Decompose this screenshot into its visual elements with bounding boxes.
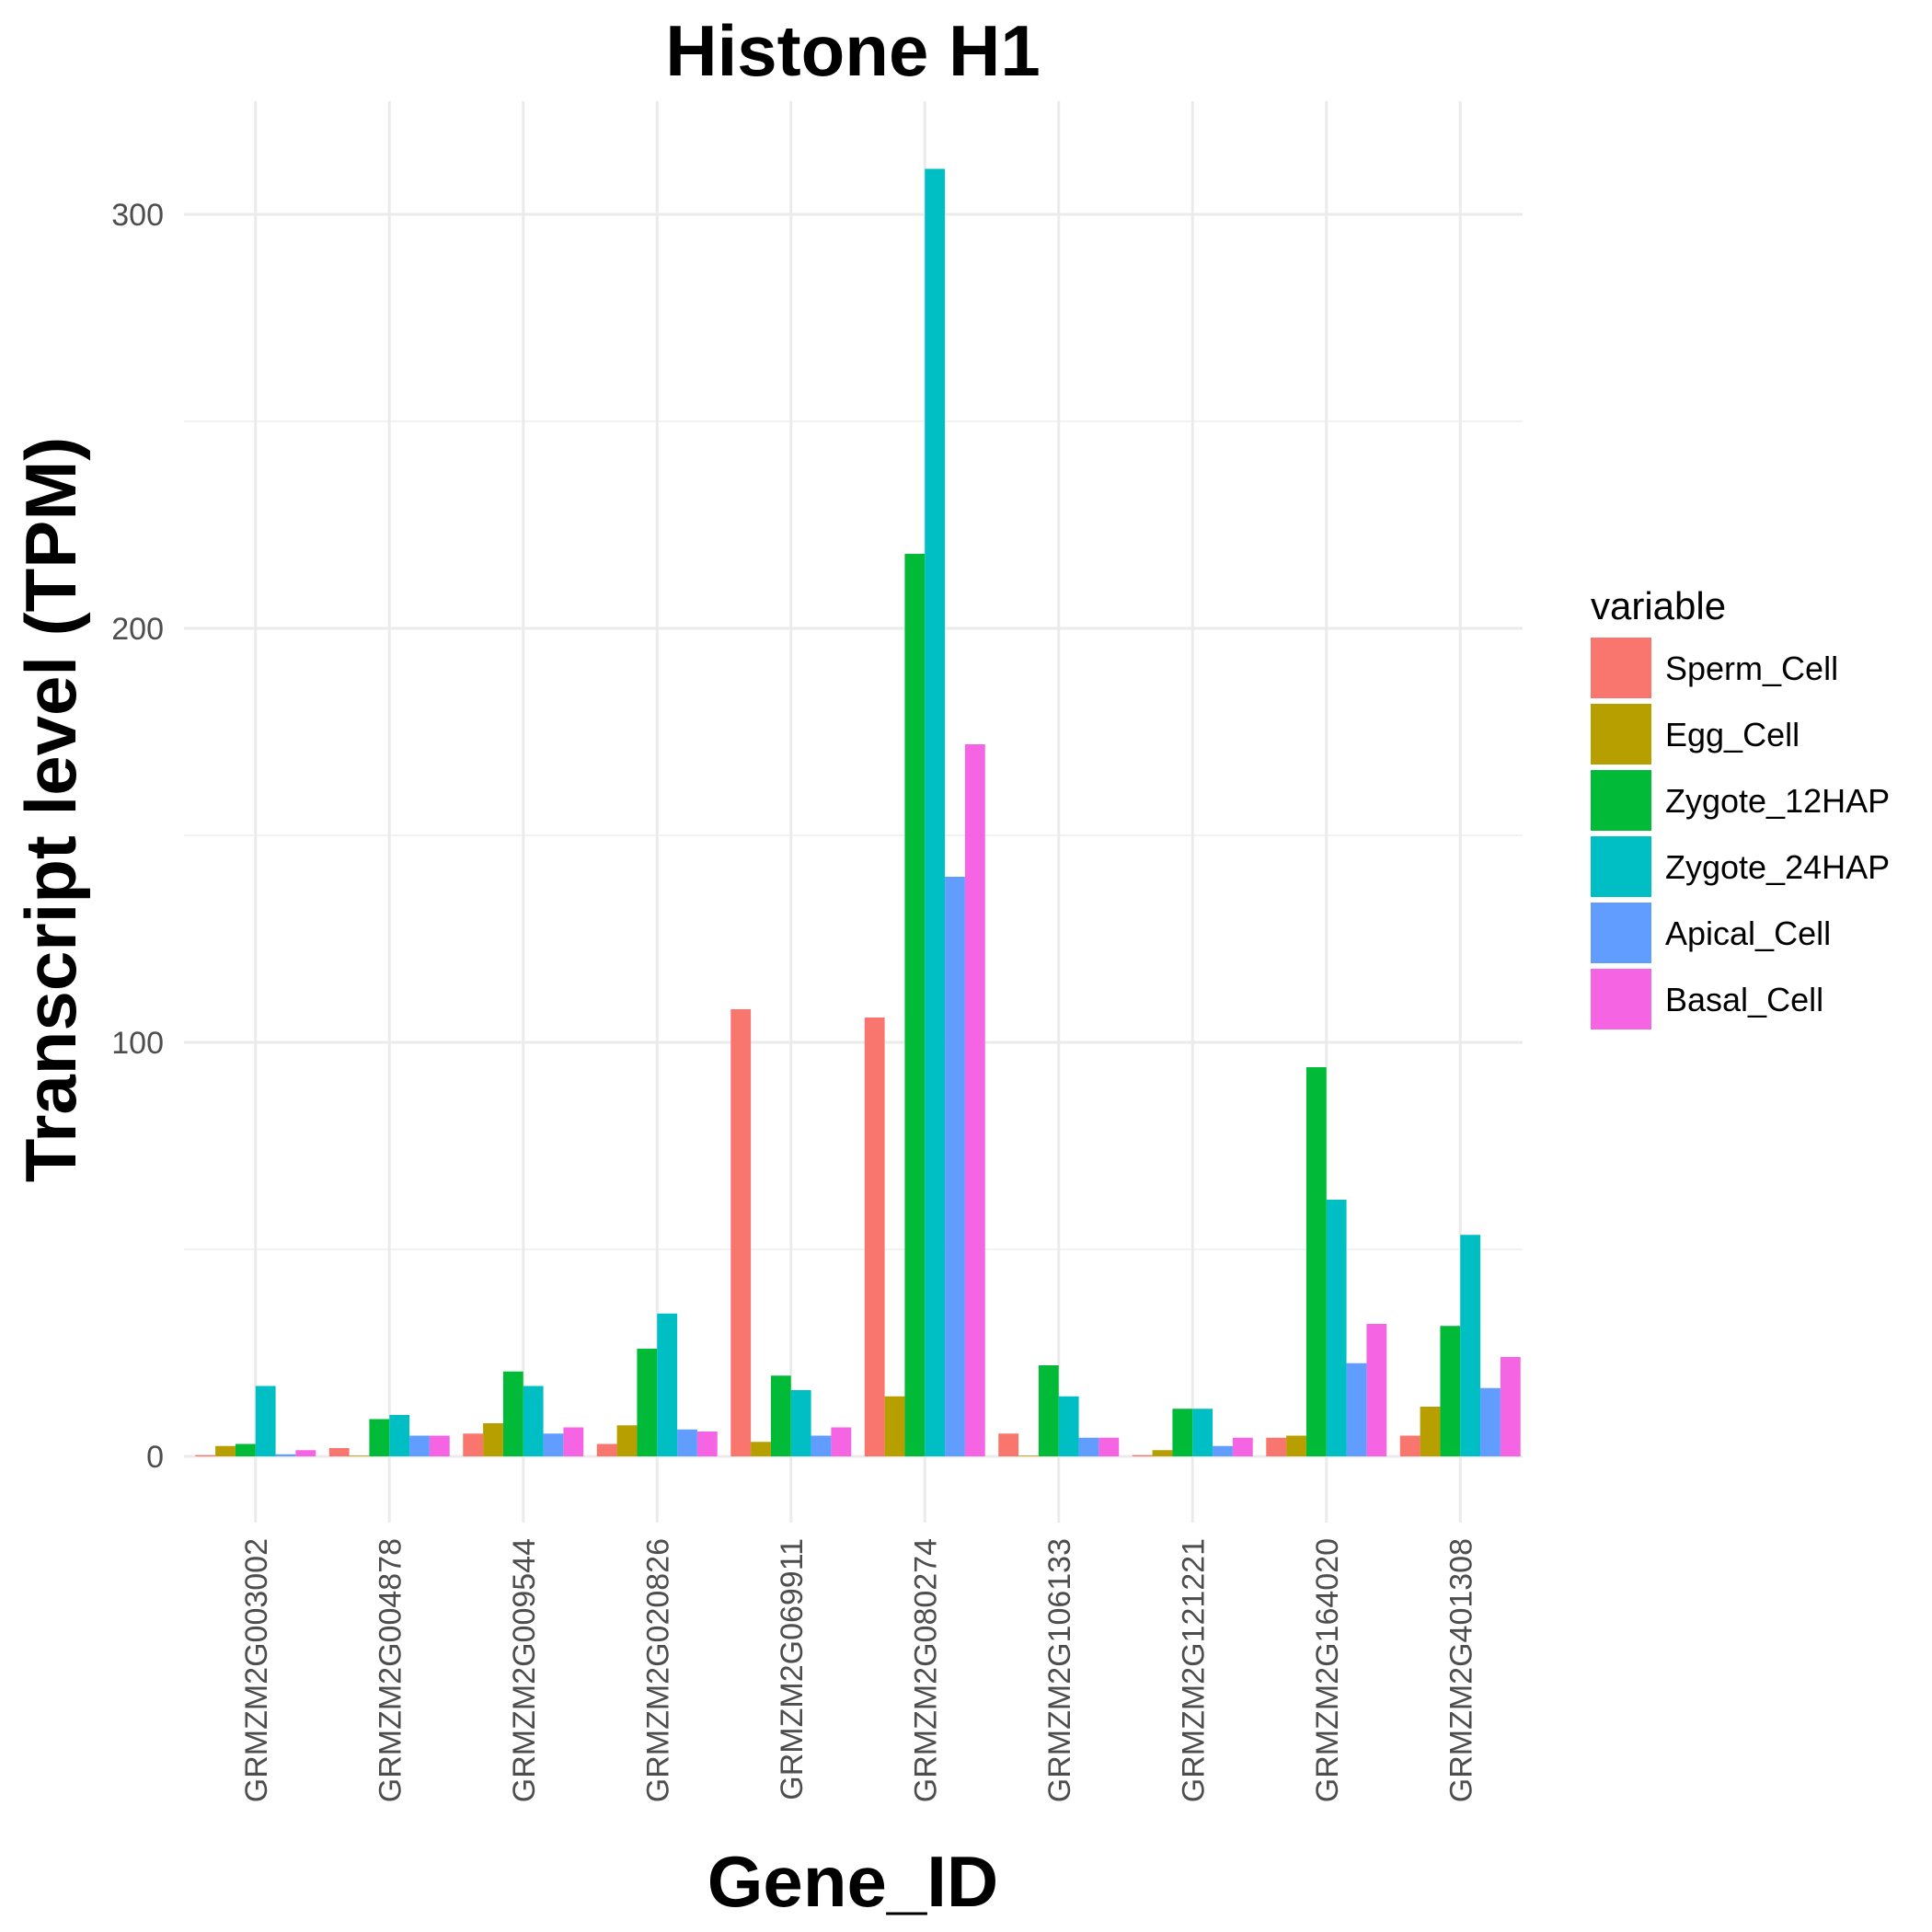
bar-Sperm_Cell-GRMZM2G401308	[1399, 1435, 1420, 1456]
x-tick-label: GRMZM2G003002	[239, 1538, 274, 1802]
x-tick-label: GRMZM2G009544	[507, 1538, 542, 1802]
legend-label-Zygote_12HAP: Zygote_12HAP	[1665, 782, 1890, 820]
bar-Apical_Cell-GRMZM2G080274	[945, 877, 965, 1456]
bar-Zygote_12HAP-GRMZM2G106133	[1038, 1365, 1059, 1456]
legend-label-Sperm_Cell: Sperm_Cell	[1665, 650, 1838, 687]
bar-Zygote_24HAP-GRMZM2G069911	[790, 1390, 811, 1456]
legend: variable Sperm_Cell Egg_Cell Zygote_12HAP Z…	[1591, 584, 1890, 1029]
bar-Zygote_24HAP-GRMZM2G164020	[1326, 1200, 1347, 1456]
bar-Basal_Cell-GRMZM2G121221	[1232, 1437, 1253, 1456]
bars	[195, 168, 1521, 1456]
y-tick-label: 300	[111, 198, 164, 233]
bar-Basal_Cell-GRMZM2G106133	[1098, 1437, 1120, 1456]
bar-Egg_Cell-GRMZM2G106133	[1018, 1455, 1039, 1456]
legend-swatch-Sperm_Cell	[1591, 638, 1651, 698]
x-tick-label: GRMZM2G401308	[1443, 1538, 1478, 1802]
x-tick-labels: GRMZM2G003002 GRMZM2G004878 GRMZM2G009544 G…	[239, 1538, 1479, 1802]
bar-Zygote_12HAP-GRMZM2G164020	[1305, 1067, 1327, 1456]
bar-Zygote_12HAP-GRMZM2G080274	[904, 554, 926, 1456]
bar-Zygote_12HAP-GRMZM2G009544	[502, 1371, 523, 1456]
bar-Apical_Cell-GRMZM2G003002	[275, 1454, 296, 1456]
x-axis-title: Gene_ID	[707, 1841, 998, 1922]
bar-Sperm_Cell-GRMZM2G020826	[596, 1443, 617, 1456]
bar-Apical_Cell-GRMZM2G004878	[409, 1435, 430, 1456]
bar-Egg_Cell-GRMZM2G069911	[751, 1442, 771, 1456]
bar-Basal_Cell-GRMZM2G401308	[1500, 1357, 1521, 1456]
bar-Egg_Cell-GRMZM2G009544	[483, 1423, 503, 1456]
y-tick-label: 0	[146, 1440, 164, 1475]
bar-Zygote_24HAP-GRMZM2G401308	[1460, 1235, 1481, 1456]
x-tick-label: GRMZM2G164020	[1310, 1538, 1345, 1802]
bar-Sperm_Cell-GRMZM2G164020	[1266, 1437, 1287, 1456]
bar-Basal_Cell-GRMZM2G080274	[964, 744, 985, 1456]
bar-Apical_Cell-GRMZM2G069911	[811, 1435, 832, 1456]
bar-Egg_Cell-GRMZM2G003002	[215, 1445, 236, 1456]
bar-Basal_Cell-GRMZM2G069911	[831, 1427, 852, 1456]
bar-Zygote_12HAP-GRMZM2G004878	[369, 1419, 390, 1456]
bar-Apical_Cell-GRMZM2G106133	[1078, 1437, 1099, 1456]
y-tick-label: 200	[111, 612, 164, 647]
legend-title: variable	[1591, 584, 1726, 627]
legend-swatch-Apical_Cell	[1591, 903, 1651, 963]
y-axis-title: Transcript level (TPM)	[10, 437, 91, 1183]
bar-Zygote_24HAP-GRMZM2G003002	[255, 1386, 276, 1456]
legend-label-Egg_Cell: Egg_Cell	[1665, 716, 1800, 753]
bar-Sperm_Cell-GRMZM2G080274	[864, 1018, 885, 1456]
x-tick-label: GRMZM2G020826	[640, 1538, 675, 1802]
y-tick-label: 100	[111, 1026, 164, 1061]
x-tick-label: GRMZM2G121221	[1176, 1538, 1211, 1802]
bar-Egg_Cell-GRMZM2G401308	[1420, 1407, 1441, 1456]
bar-Sperm_Cell-GRMZM2G004878	[328, 1448, 350, 1456]
bar-Zygote_12HAP-GRMZM2G020826	[637, 1349, 658, 1456]
bar-Zygote_24HAP-GRMZM2G009544	[523, 1386, 544, 1456]
bar-Sperm_Cell-GRMZM2G009544	[463, 1433, 484, 1456]
bar-Basal_Cell-GRMZM2G020826	[696, 1432, 718, 1456]
bar-Zygote_12HAP-GRMZM2G069911	[770, 1375, 791, 1456]
legend-swatch-Basal_Cell	[1591, 969, 1651, 1029]
bar-Zygote_12HAP-GRMZM2G003002	[235, 1443, 256, 1456]
bar-Basal_Cell-GRMZM2G003002	[295, 1450, 316, 1456]
legend-label-Apical_Cell: Apical_Cell	[1665, 914, 1831, 952]
bar-Apical_Cell-GRMZM2G164020	[1346, 1363, 1367, 1456]
bar-Egg_Cell-GRMZM2G004878	[349, 1455, 370, 1456]
bar-Apical_Cell-GRMZM2G009544	[543, 1433, 564, 1456]
x-tick-label: GRMZM2G004878	[373, 1538, 408, 1802]
bar-Zygote_12HAP-GRMZM2G121221	[1172, 1409, 1193, 1456]
bar-Sperm_Cell-GRMZM2G003002	[195, 1455, 216, 1456]
bar-Zygote_24HAP-GRMZM2G080274	[925, 168, 946, 1456]
bar-Zygote_24HAP-GRMZM2G020826	[657, 1313, 678, 1456]
bar-Egg_Cell-GRMZM2G121221	[1152, 1450, 1173, 1456]
y-tick-labels: 0 100 200 300	[111, 198, 164, 1475]
bar-Zygote_24HAP-GRMZM2G004878	[389, 1415, 410, 1456]
bar-Basal_Cell-GRMZM2G009544	[563, 1427, 584, 1456]
bar-Sperm_Cell-GRMZM2G121221	[1132, 1455, 1153, 1456]
bar-Egg_Cell-GRMZM2G020826	[616, 1425, 638, 1456]
bar-Basal_Cell-GRMZM2G004878	[429, 1435, 450, 1456]
x-tick-label: GRMZM2G106133	[1042, 1538, 1077, 1802]
legend-label-Basal_Cell: Basal_Cell	[1665, 981, 1823, 1018]
bar-Zygote_12HAP-GRMZM2G401308	[1440, 1326, 1461, 1456]
legend-swatch-Egg_Cell	[1591, 704, 1651, 765]
bar-Sperm_Cell-GRMZM2G106133	[998, 1433, 1019, 1456]
bar-Zygote_24HAP-GRMZM2G121221	[1192, 1409, 1213, 1456]
bar-Sperm_Cell-GRMZM2G069911	[730, 1009, 752, 1456]
x-tick-label: GRMZM2G069911	[775, 1538, 810, 1800]
legend-swatch-Zygote_12HAP	[1591, 770, 1651, 831]
x-tick-label: GRMZM2G080274	[908, 1538, 943, 1802]
bar-Apical_Cell-GRMZM2G121221	[1213, 1445, 1233, 1456]
bar-Egg_Cell-GRMZM2G164020	[1286, 1435, 1306, 1456]
chart-title: Histone H1	[665, 10, 1040, 91]
bar-Basal_Cell-GRMZM2G164020	[1366, 1324, 1387, 1456]
bar-Apical_Cell-GRMZM2G020826	[677, 1429, 697, 1456]
bar-Egg_Cell-GRMZM2G080274	[884, 1396, 905, 1456]
bar-Apical_Cell-GRMZM2G401308	[1480, 1387, 1501, 1456]
bar-Zygote_24HAP-GRMZM2G106133	[1058, 1396, 1079, 1456]
legend-swatch-Zygote_24HAP	[1591, 836, 1651, 897]
legend-label-Zygote_24HAP: Zygote_24HAP	[1665, 848, 1890, 886]
